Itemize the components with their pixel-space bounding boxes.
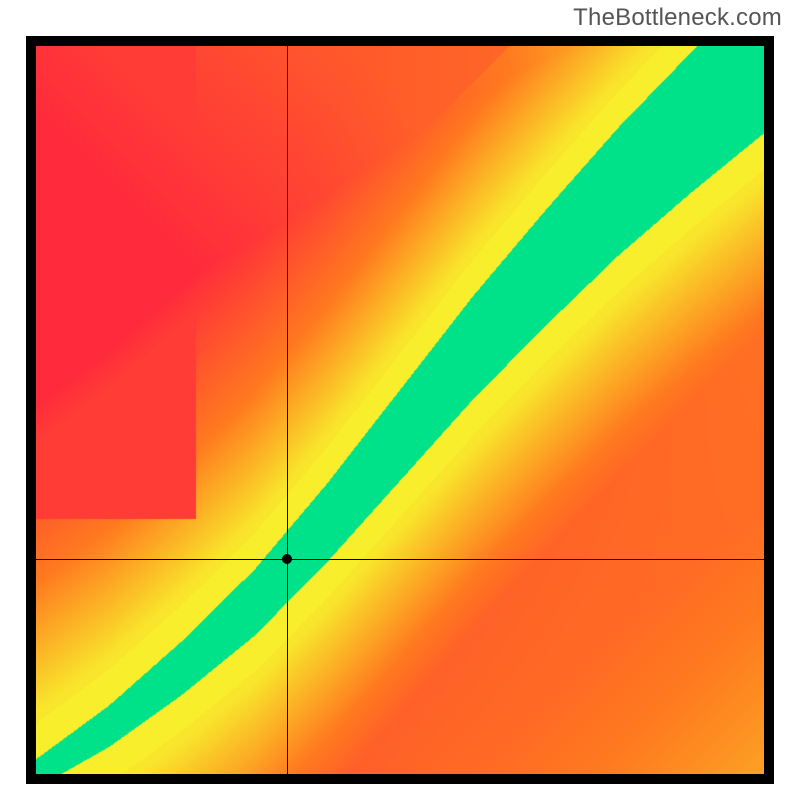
watermark: TheBottleneck.com	[573, 4, 782, 32]
marker-dot	[282, 554, 292, 564]
heatmap-canvas	[36, 46, 764, 774]
plot-area	[26, 36, 774, 784]
